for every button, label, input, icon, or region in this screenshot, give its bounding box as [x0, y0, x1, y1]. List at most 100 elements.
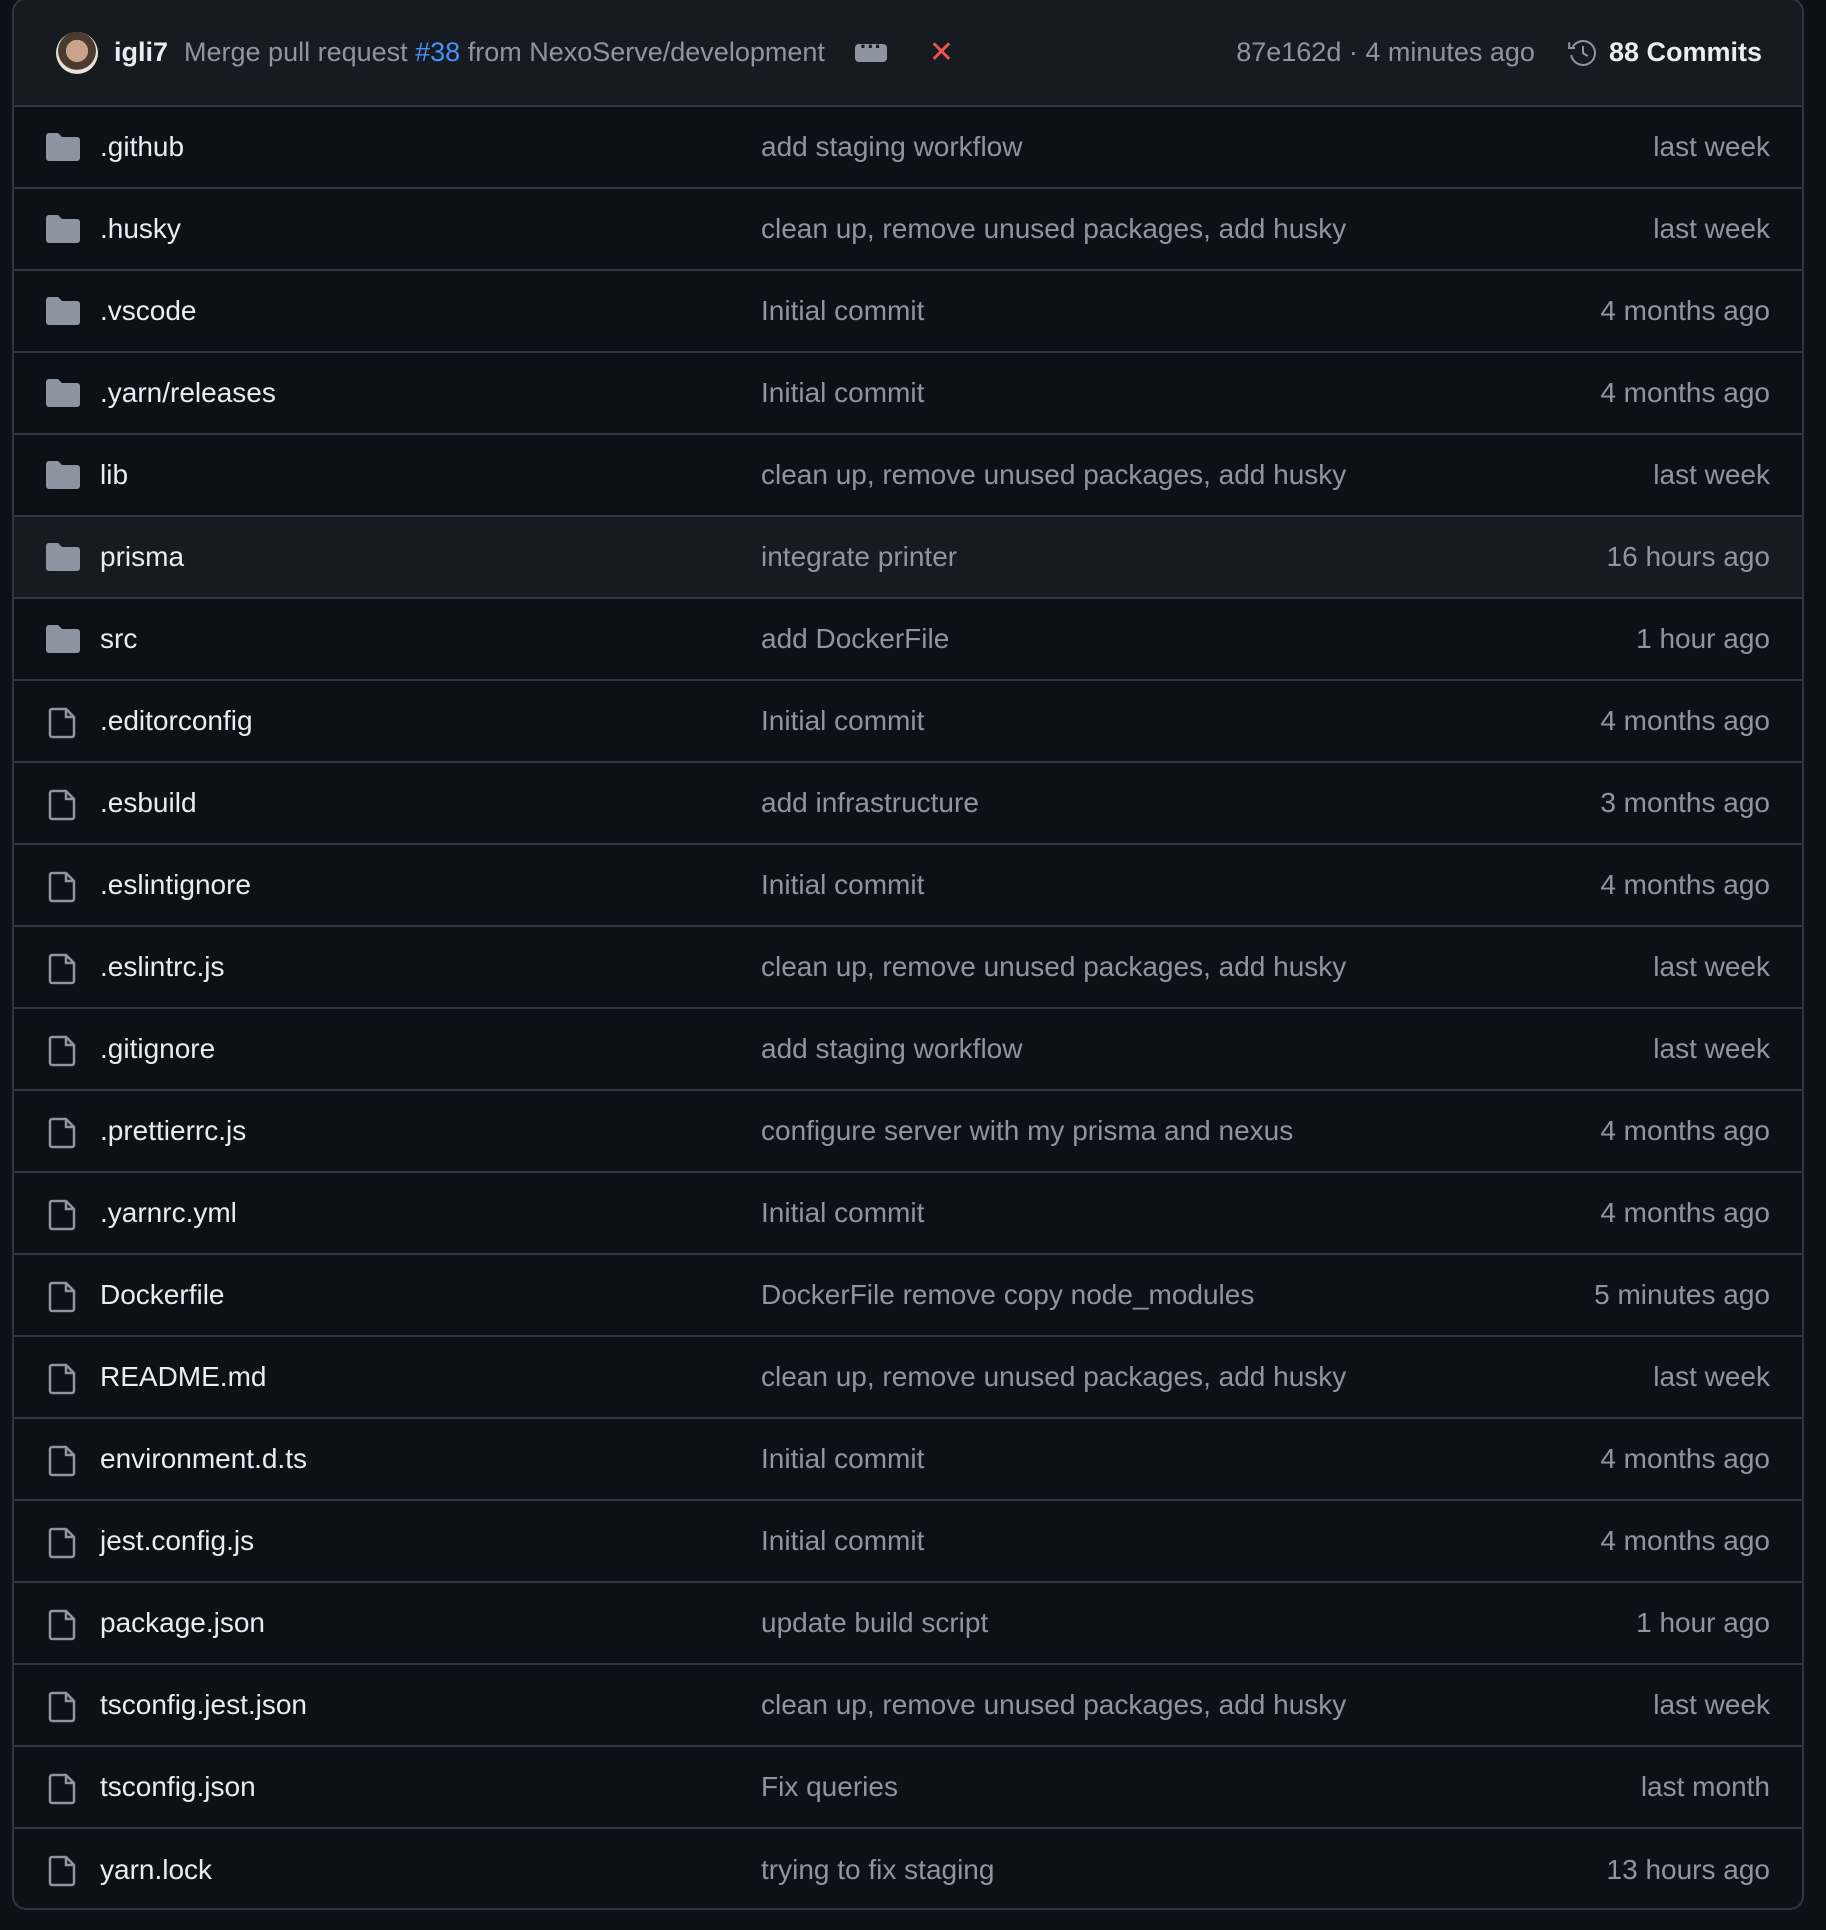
file-icon [46, 1035, 80, 1074]
folder-icon [46, 133, 80, 168]
pr-link[interactable]: #38 [415, 37, 461, 67]
file-name-link[interactable]: .vscode [100, 295, 197, 326]
file-name-link[interactable]: .github [100, 131, 185, 162]
commit-message-link[interactable]: Initial commit [761, 377, 925, 408]
file-row[interactable]: tsconfig.json Fix queries last month [14, 1747, 1802, 1829]
file-name-link[interactable]: .husky [100, 213, 181, 244]
file-name-link[interactable]: .yarnrc.yml [100, 1197, 237, 1228]
commits-count: 88 Commits [1608, 37, 1762, 67]
file-icon [46, 1609, 80, 1648]
file-icon [46, 953, 80, 992]
commit-message-link[interactable]: clean up, remove unused packages, add hu… [761, 951, 1347, 982]
file-name-link[interactable]: package.json [100, 1607, 266, 1638]
file-row[interactable]: .eslintrc.js clean up, remove unused pac… [14, 927, 1802, 1009]
folder-icon [46, 625, 80, 660]
history-icon [1568, 39, 1596, 66]
file-name-link[interactable]: jest.config.js [100, 1525, 255, 1556]
commit-message-link[interactable]: add infrastructure [761, 787, 979, 818]
commit-date: 13 hours ago [1606, 1854, 1770, 1885]
commit-sha-time[interactable]: 87e162d · 4 minutes ago [1236, 37, 1535, 67]
commit-message-link[interactable]: clean up, remove unused packages, add hu… [761, 1689, 1347, 1720]
file-name-link[interactable]: README.md [100, 1361, 267, 1392]
commit-message-link[interactable]: add DockerFile [761, 623, 950, 654]
commit-message-link[interactable]: configure server with my prisma and nexu… [761, 1115, 1294, 1146]
commit-message-link[interactable]: Initial commit [761, 869, 925, 900]
file-row[interactable]: .gitignore add staging workflow last wee… [14, 1009, 1802, 1091]
file-name-link[interactable]: .eslintignore [100, 869, 251, 900]
file-row[interactable]: .eslintignore Initial commit 4 months ag… [14, 845, 1802, 927]
file-row[interactable]: .esbuild add infrastructure 3 months ago [14, 763, 1802, 845]
commit-message-link[interactable]: Initial commit [761, 1443, 925, 1474]
file-icon [46, 1445, 80, 1484]
file-name-link[interactable]: .eslintrc.js [100, 951, 225, 982]
file-name-link[interactable]: prisma [100, 541, 185, 572]
avatar[interactable] [56, 31, 98, 74]
file-row[interactable]: package.json update build script 1 hour … [14, 1583, 1802, 1665]
file-name-link[interactable]: environment.d.ts [100, 1443, 307, 1474]
file-row[interactable]: .editorconfig Initial commit 4 months ag… [14, 681, 1802, 763]
file-row[interactable]: environment.d.ts Initial commit 4 months… [14, 1419, 1802, 1501]
file-row[interactable]: yarn.lock trying to fix staging 13 hours… [14, 1829, 1802, 1908]
commit-message-link[interactable]: Fix queries [761, 1771, 898, 1802]
file-row[interactable]: src add DockerFile 1 hour ago [14, 599, 1802, 681]
commit-message-link[interactable]: update build script [761, 1607, 989, 1638]
file-row[interactable]: .prettierrc.js configure server with my … [14, 1091, 1802, 1173]
file-row[interactable]: .husky clean up, remove unused packages,… [14, 189, 1802, 271]
file-name-link[interactable]: Dockerfile [100, 1279, 225, 1310]
file-row[interactable]: .yarnrc.yml Initial commit 4 months ago [14, 1173, 1802, 1255]
file-icon [46, 1281, 80, 1320]
file-icon [46, 1117, 80, 1156]
commit-message-link[interactable]: trying to fix staging [761, 1854, 995, 1885]
commit-message-link[interactable]: clean up, remove unused packages, add hu… [761, 459, 1347, 490]
file-row[interactable]: Dockerfile DockerFile remove copy node_m… [14, 1255, 1802, 1337]
commit-date: 4 months ago [1600, 1197, 1770, 1228]
commit-message-link[interactable]: Initial commit [761, 1197, 925, 1228]
file-name-link[interactable]: lib [100, 459, 129, 490]
file-name-link[interactable]: .gitignore [100, 1033, 216, 1064]
file-row[interactable]: prisma integrate printer 16 hours ago [14, 517, 1802, 599]
commit-date: 4 months ago [1600, 295, 1770, 326]
file-name-link[interactable]: yarn.lock [100, 1854, 213, 1885]
folder-icon [46, 543, 80, 578]
commit-message-link[interactable]: Initial commit [761, 705, 925, 736]
commit-message-link[interactable]: add staging workflow [761, 131, 1023, 162]
commit-date: 4 months ago [1600, 705, 1770, 736]
file-icon [46, 1199, 80, 1238]
file-name-link[interactable]: tsconfig.json [100, 1771, 256, 1802]
file-row[interactable]: .yarn/releases Initial commit 4 months a… [14, 353, 1802, 435]
commit-date: 1 hour ago [1636, 1607, 1770, 1638]
file-name-link[interactable]: .esbuild [100, 787, 197, 818]
file-row[interactable]: jest.config.js Initial commit 4 months a… [14, 1501, 1802, 1583]
file-icon [46, 1855, 80, 1894]
file-row[interactable]: README.md clean up, remove unused packag… [14, 1337, 1802, 1419]
commit-message-link[interactable]: Initial commit [761, 1525, 925, 1556]
commit-message[interactable]: Merge pull request #38 from NexoServe/de… [184, 37, 825, 68]
commit-message-link[interactable]: clean up, remove unused packages, add hu… [761, 1361, 1347, 1392]
file-name-link[interactable]: src [100, 623, 138, 654]
commit-message-link[interactable]: DockerFile remove copy node_modules [761, 1279, 1255, 1310]
commit-date: 3 months ago [1600, 787, 1770, 818]
expand-message-button[interactable] [854, 34, 887, 62]
commits-link[interactable]: 88 Commits [1567, 37, 1762, 69]
status-fail-icon[interactable]: ✕ [928, 36, 955, 69]
file-browser: igli7 Merge pull request #38 from NexoSe… [12, 0, 1804, 1910]
commit-message-link[interactable]: clean up, remove unused packages, add hu… [761, 213, 1347, 244]
file-name-link[interactable]: .yarn/releases [100, 377, 276, 408]
commit-message-suffix: from NexoServe/development [460, 37, 825, 67]
commit-message-link[interactable]: integrate printer [761, 541, 958, 572]
commit-date: 4 months ago [1600, 377, 1770, 408]
commit-message-link[interactable]: Initial commit [761, 295, 925, 326]
commit-date: 4 months ago [1600, 1443, 1770, 1474]
file-row[interactable]: lib clean up, remove unused packages, ad… [14, 435, 1802, 517]
commit-date: last week [1653, 1033, 1770, 1064]
file-name-link[interactable]: .editorconfig [100, 705, 253, 736]
file-row[interactable]: tsconfig.jest.json clean up, remove unus… [14, 1665, 1802, 1747]
file-icon [46, 1363, 80, 1402]
file-row[interactable]: .vscode Initial commit 4 months ago [14, 271, 1802, 353]
folder-icon [46, 461, 80, 496]
file-row[interactable]: .github add staging workflow last week [14, 107, 1802, 189]
file-name-link[interactable]: tsconfig.jest.json [100, 1689, 307, 1720]
commit-author[interactable]: igli7 [114, 37, 169, 67]
commit-message-link[interactable]: add staging workflow [761, 1033, 1023, 1064]
file-name-link[interactable]: .prettierrc.js [100, 1115, 247, 1146]
